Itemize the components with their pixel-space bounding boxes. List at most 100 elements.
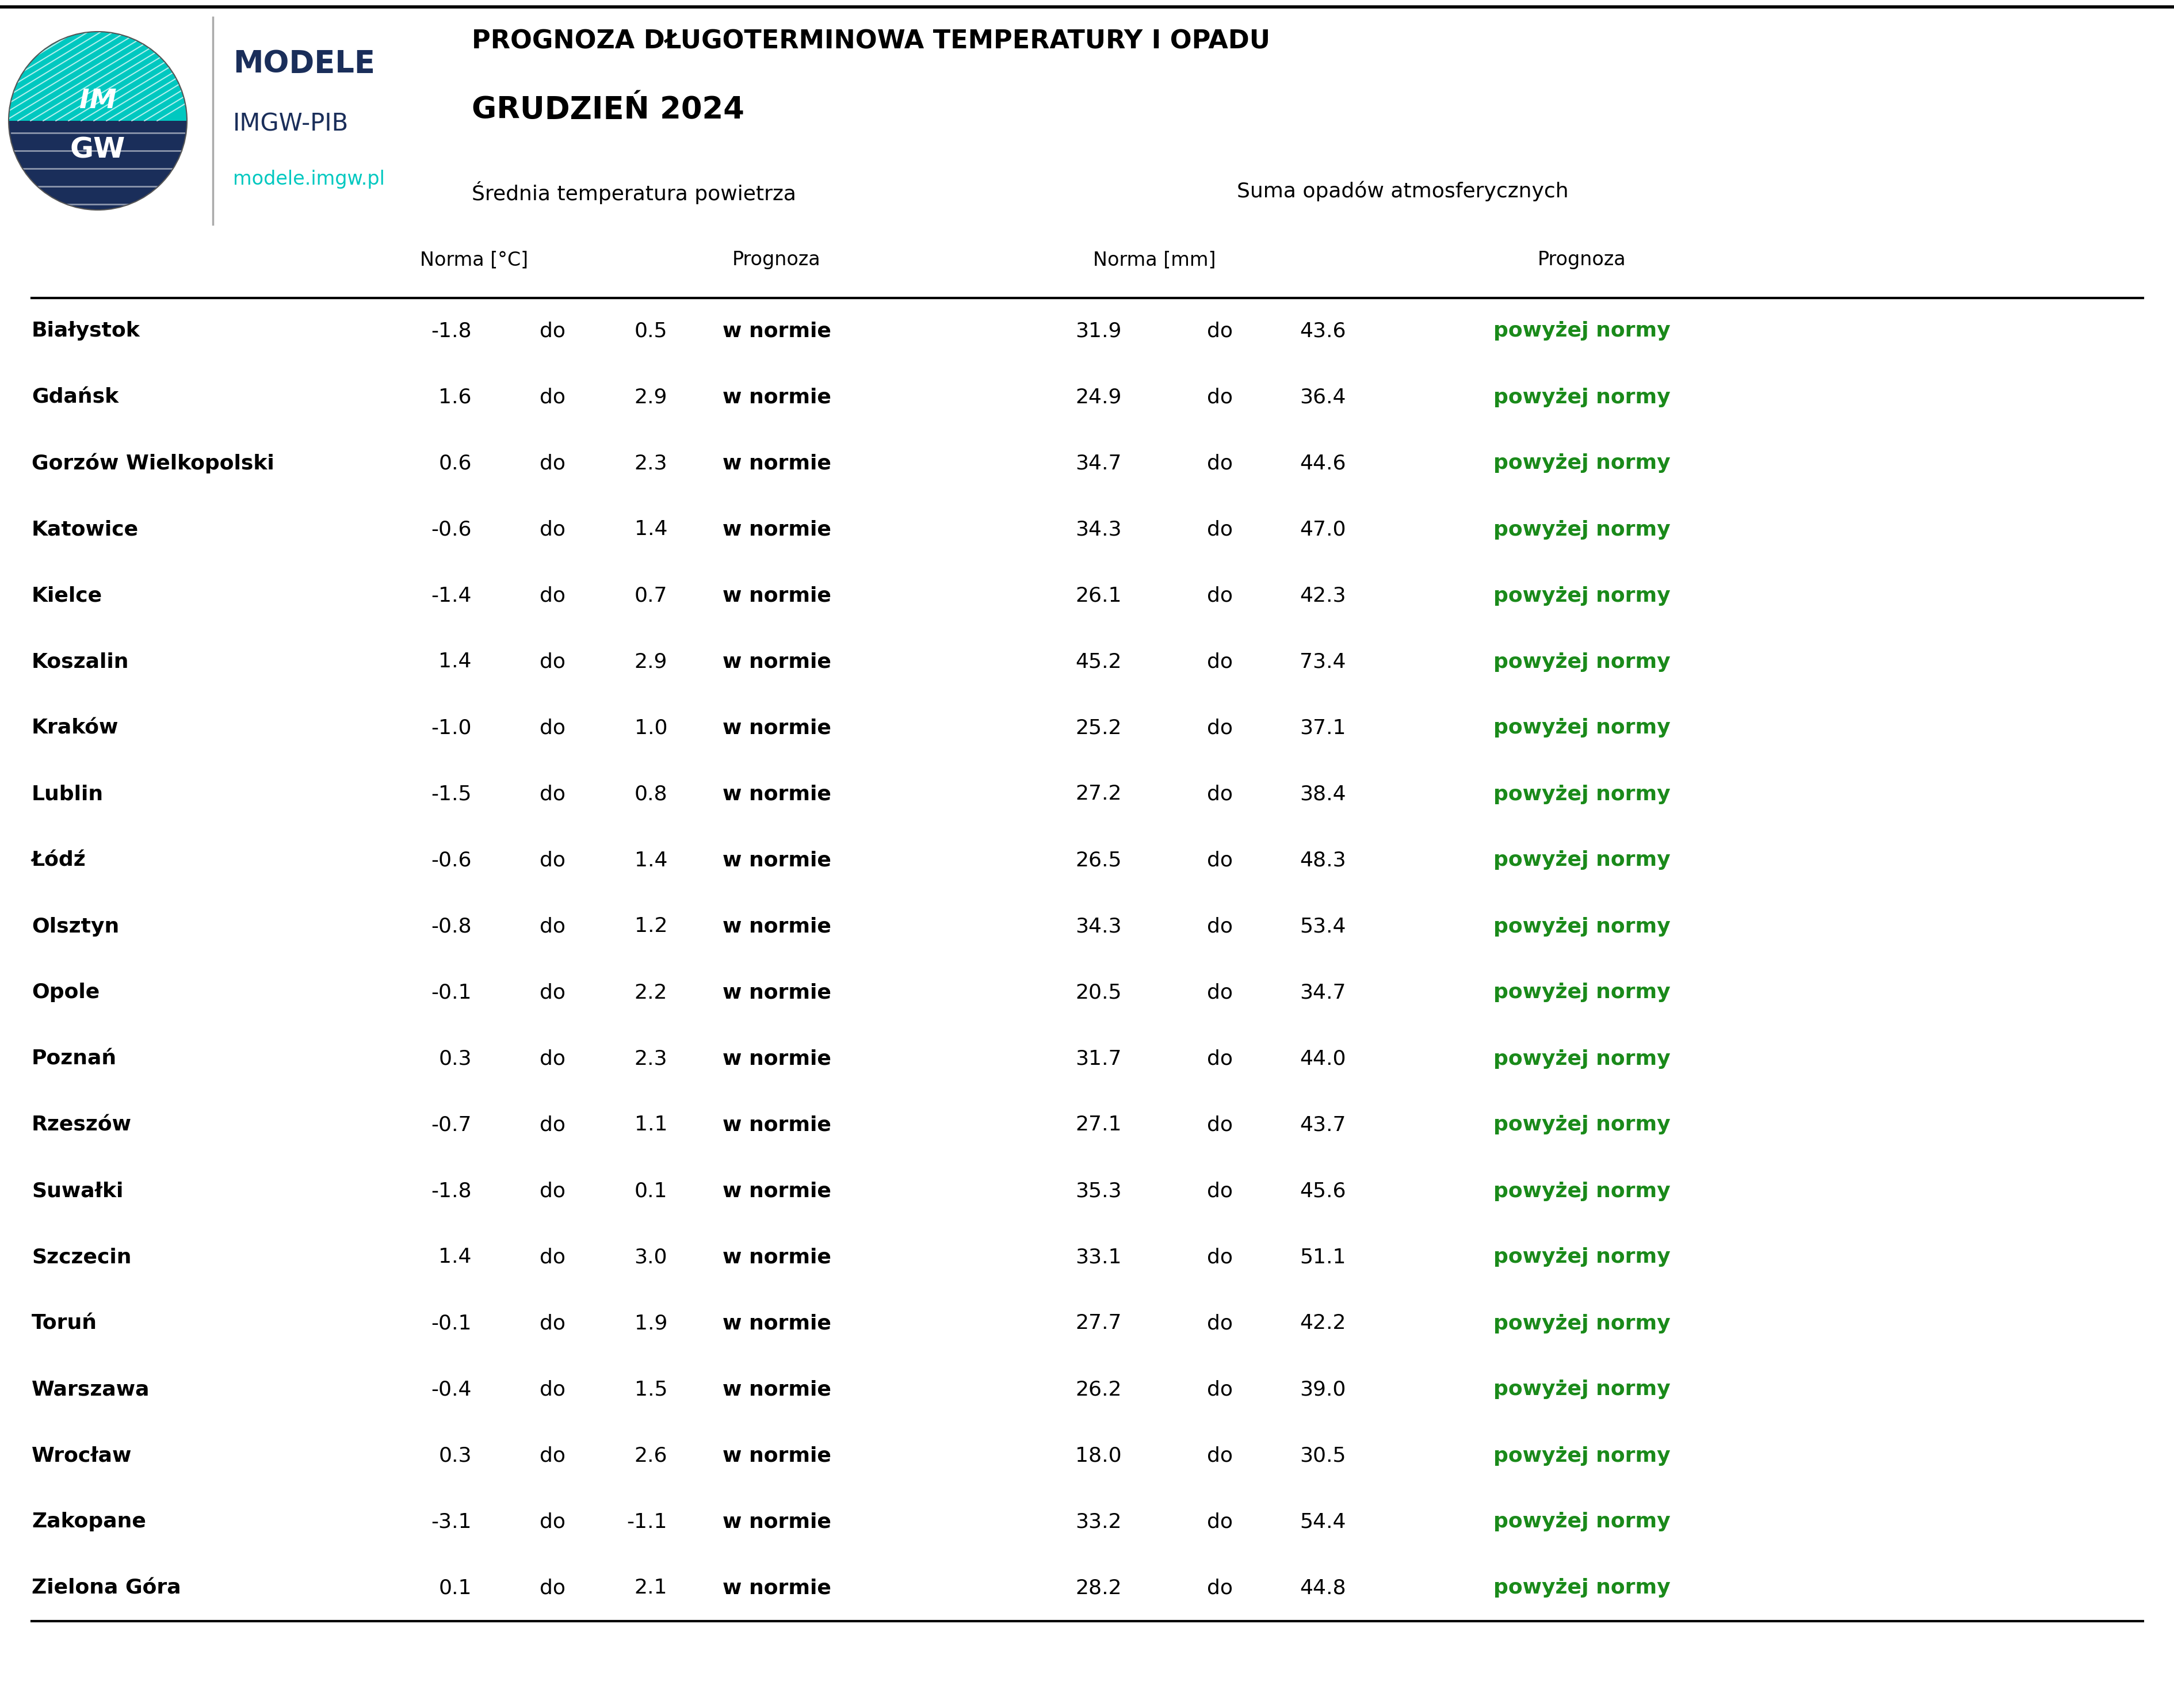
Text: Kraków: Kraków <box>33 719 120 738</box>
Text: 0.1: 0.1 <box>635 1182 667 1201</box>
Text: Norma [°C]: Norma [°C] <box>420 251 528 270</box>
Text: -0.6: -0.6 <box>430 519 472 540</box>
Text: 0.1: 0.1 <box>439 1578 472 1599</box>
Text: do: do <box>539 719 565 738</box>
Text: 48.3: 48.3 <box>1300 851 1346 869</box>
Text: powyżej normy: powyżej normy <box>1494 519 1670 540</box>
Wedge shape <box>9 121 187 210</box>
Text: powyżej normy: powyżej normy <box>1494 1380 1670 1399</box>
Text: powyżej normy: powyżej normy <box>1494 851 1670 869</box>
Text: do: do <box>539 851 565 869</box>
Text: 1.2: 1.2 <box>635 917 667 936</box>
Text: 39.0: 39.0 <box>1300 1380 1346 1399</box>
Text: IM: IM <box>78 87 117 114</box>
Text: do: do <box>539 321 565 342</box>
Text: 0.3: 0.3 <box>439 1049 472 1069</box>
Text: 0.3: 0.3 <box>439 1447 472 1465</box>
Text: Łódź: Łódź <box>33 851 87 869</box>
Text: powyżej normy: powyżej normy <box>1494 784 1670 804</box>
Text: w normie: w normie <box>722 1313 830 1334</box>
Text: 44.0: 44.0 <box>1300 1049 1346 1069</box>
Text: 26.5: 26.5 <box>1076 851 1122 869</box>
Text: do: do <box>1207 784 1233 804</box>
Text: do: do <box>1207 982 1233 1003</box>
Text: do: do <box>539 1512 565 1532</box>
Text: w normie: w normie <box>722 719 830 738</box>
Text: 0.5: 0.5 <box>635 321 667 342</box>
Text: 47.0: 47.0 <box>1300 519 1346 540</box>
Text: 27.7: 27.7 <box>1076 1313 1122 1334</box>
Text: do: do <box>1207 1512 1233 1532</box>
Text: 24.9: 24.9 <box>1076 388 1122 407</box>
Text: w normie: w normie <box>722 321 830 342</box>
Text: 42.3: 42.3 <box>1300 586 1346 605</box>
Text: Poznań: Poznań <box>33 1049 117 1069</box>
Text: powyżej normy: powyżej normy <box>1494 917 1670 936</box>
Text: do: do <box>539 454 565 473</box>
Text: do: do <box>539 1115 565 1134</box>
Text: powyżej normy: powyżej normy <box>1494 719 1670 738</box>
Text: Opole: Opole <box>33 982 100 1003</box>
Text: -0.1: -0.1 <box>430 1313 472 1334</box>
Text: 2.6: 2.6 <box>635 1447 667 1465</box>
Text: powyżej normy: powyżej normy <box>1494 388 1670 407</box>
Text: -1.0: -1.0 <box>430 719 472 738</box>
Text: do: do <box>539 1049 565 1069</box>
Text: -0.8: -0.8 <box>430 917 472 936</box>
Text: 34.3: 34.3 <box>1076 917 1122 936</box>
Text: 54.4: 54.4 <box>1300 1512 1346 1532</box>
Text: do: do <box>539 1447 565 1465</box>
Text: 44.8: 44.8 <box>1300 1578 1346 1599</box>
Text: 1.0: 1.0 <box>635 719 667 738</box>
Text: modele.imgw.pl: modele.imgw.pl <box>233 169 385 188</box>
Text: do: do <box>1207 719 1233 738</box>
Text: do: do <box>1207 1049 1233 1069</box>
Text: powyżej normy: powyżej normy <box>1494 652 1670 671</box>
Text: 2.2: 2.2 <box>635 982 667 1003</box>
Text: powyżej normy: powyżej normy <box>1494 1247 1670 1267</box>
Text: 26.2: 26.2 <box>1076 1380 1122 1399</box>
Text: powyżej normy: powyżej normy <box>1494 454 1670 473</box>
Text: IMGW-PIB: IMGW-PIB <box>233 113 348 137</box>
Text: 28.2: 28.2 <box>1076 1578 1122 1599</box>
Text: do: do <box>1207 1115 1233 1134</box>
Text: powyżej normy: powyżej normy <box>1494 1049 1670 1069</box>
Text: 27.2: 27.2 <box>1076 784 1122 804</box>
Text: -1.1: -1.1 <box>626 1512 667 1532</box>
Text: 51.1: 51.1 <box>1300 1247 1346 1267</box>
Text: Gorzów Wielkopolski: Gorzów Wielkopolski <box>33 453 274 473</box>
Text: do: do <box>539 1313 565 1334</box>
Text: 26.1: 26.1 <box>1076 586 1122 605</box>
Text: w normie: w normie <box>722 388 830 407</box>
Text: do: do <box>1207 851 1233 869</box>
Text: 2.3: 2.3 <box>635 1049 667 1069</box>
Text: do: do <box>539 1247 565 1267</box>
Text: w normie: w normie <box>722 1247 830 1267</box>
Text: 25.2: 25.2 <box>1076 719 1122 738</box>
Text: w normie: w normie <box>722 1380 830 1399</box>
Text: w normie: w normie <box>722 982 830 1003</box>
Text: powyżej normy: powyżej normy <box>1494 321 1670 342</box>
Text: Norma [mm]: Norma [mm] <box>1094 251 1215 270</box>
Text: 34.7: 34.7 <box>1300 982 1346 1003</box>
Text: 3.0: 3.0 <box>635 1247 667 1267</box>
Text: w normie: w normie <box>722 917 830 936</box>
Text: do: do <box>539 388 565 407</box>
Text: -1.8: -1.8 <box>430 1182 472 1201</box>
Text: 2.3: 2.3 <box>635 454 667 473</box>
Text: 1.4: 1.4 <box>439 1247 472 1267</box>
Text: -0.1: -0.1 <box>430 982 472 1003</box>
Text: do: do <box>1207 1380 1233 1399</box>
Text: 1.5: 1.5 <box>635 1380 667 1399</box>
Text: -1.5: -1.5 <box>430 784 472 804</box>
Text: w normie: w normie <box>722 454 830 473</box>
Text: PROGNOZA DŁUGOTERMINOWA TEMPERATURY I OPADU: PROGNOZA DŁUGOTERMINOWA TEMPERATURY I OP… <box>472 29 1270 53</box>
Text: 2.1: 2.1 <box>635 1578 667 1599</box>
Text: powyżej normy: powyżej normy <box>1494 982 1670 1003</box>
Text: do: do <box>539 519 565 540</box>
Text: 18.0: 18.0 <box>1076 1447 1122 1465</box>
Text: Toruń: Toruń <box>33 1313 98 1334</box>
Text: 1.9: 1.9 <box>635 1313 667 1334</box>
Text: -0.4: -0.4 <box>430 1380 472 1399</box>
Text: 45.2: 45.2 <box>1076 652 1122 671</box>
